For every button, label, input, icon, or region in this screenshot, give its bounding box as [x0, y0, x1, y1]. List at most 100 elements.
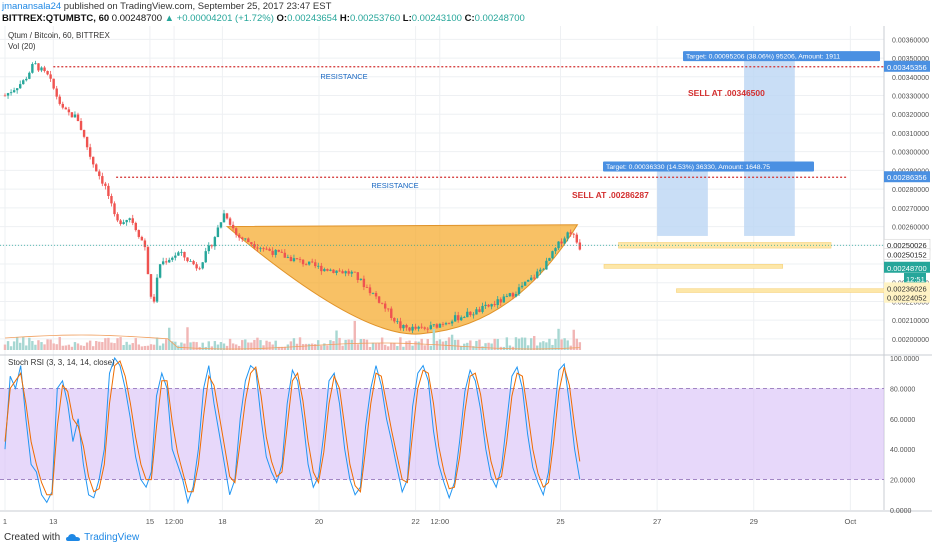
- candle-body: [210, 245, 214, 247]
- candle-body: [371, 292, 375, 294]
- price-label: 0.00236026: [887, 284, 927, 293]
- candle-body: [55, 88, 58, 97]
- trading-chart[interactable]: 100.0000 80.0000 60.0000 40.0000 20.0000 0.00…: [0, 26, 932, 530]
- candle-body: [408, 327, 411, 331]
- volume-bar: [64, 345, 68, 350]
- time-tick-label: 13: [49, 517, 57, 526]
- candle-body: [280, 251, 283, 253]
- volume-bar: [301, 344, 305, 350]
- candle-body: [9, 92, 13, 94]
- volume-bar: [383, 344, 387, 350]
- resistance-label-1: RESISTANCE: [320, 72, 367, 81]
- volume-bar: [25, 345, 28, 350]
- candle-body: [244, 238, 247, 240]
- volume-bar: [572, 329, 575, 350]
- volume-bar: [225, 345, 229, 350]
- candle-body: [490, 304, 493, 307]
- stoch-rsi-pane: 100.0000 80.0000 60.0000 40.0000 20.0000 0.00…: [0, 356, 919, 515]
- candle-body: [314, 262, 317, 267]
- volume-bar: [107, 337, 110, 350]
- volume-bar: [265, 340, 268, 350]
- volume-bar: [289, 341, 293, 350]
- volume-bar: [122, 344, 125, 350]
- volume-bar: [6, 341, 10, 350]
- candle-body: [347, 271, 350, 274]
- price-tick-label: 0.00350000: [892, 56, 929, 63]
- volume-bar: [399, 337, 402, 350]
- price-tick-label: 0.00330000: [892, 94, 929, 101]
- rsi-tick-label: 80.0000: [890, 386, 915, 393]
- price-tick-label: 0.00320000: [892, 112, 929, 119]
- candle-body: [396, 321, 399, 323]
- candle-body: [320, 265, 323, 272]
- candle-body: [411, 326, 414, 331]
- candle-body: [201, 262, 204, 269]
- volume-bar: [435, 340, 439, 350]
- volume-bar: [456, 339, 460, 350]
- volume-bar: [320, 345, 323, 350]
- volume-bar: [332, 341, 335, 350]
- volume-bar: [149, 344, 153, 350]
- time-tick-label: 25: [556, 517, 564, 526]
- price-label-box: [884, 282, 930, 294]
- price-tick-label: 0.00280000: [892, 187, 929, 194]
- candle-body: [286, 256, 290, 258]
- volume-bar: [539, 342, 542, 350]
- price-label: 12:51: [906, 275, 925, 284]
- candle-body: [469, 311, 472, 316]
- candle-body: [374, 292, 378, 297]
- candle-body: [250, 242, 253, 245]
- volume-bar: [429, 345, 433, 350]
- symbol-line: BITTREX:QTUMBTC, 60 0.00248700 ▲ +0.0000…: [2, 13, 525, 25]
- volume-bar: [447, 337, 451, 350]
- candle-body: [441, 323, 445, 325]
- candle-body: [116, 214, 119, 221]
- candle-body: [496, 299, 499, 306]
- candle-body: [353, 271, 356, 273]
- volume-bar: [453, 339, 457, 350]
- candle-body: [551, 251, 554, 259]
- price-label-box: [884, 261, 930, 273]
- volume-bar: [101, 342, 104, 350]
- candle-body: [253, 244, 256, 248]
- candle-body: [472, 314, 475, 316]
- candle-body: [493, 304, 496, 306]
- volume-bar: [244, 339, 247, 350]
- volume-bar: [55, 344, 58, 350]
- volume-bar: [201, 342, 204, 350]
- candle-body: [73, 114, 77, 118]
- publish-line: jmanansala24 published on TradingView.co…: [2, 1, 331, 13]
- volume-bar: [341, 345, 344, 350]
- volume-bars: [3, 320, 582, 350]
- volume-bar: [402, 346, 405, 350]
- candle-body: [365, 287, 369, 288]
- volume-bar: [396, 346, 399, 350]
- candle-body: [502, 296, 506, 303]
- candle-body: [399, 321, 402, 329]
- volume-bar: [28, 337, 31, 350]
- volume-bar: [186, 327, 189, 350]
- candle-body: [569, 232, 572, 234]
- candle-body: [143, 240, 147, 248]
- tradingview-logo[interactable]: TradingView: [66, 532, 139, 543]
- author-link[interactable]: jmanansala24: [2, 1, 62, 12]
- low-label: L:: [402, 13, 412, 24]
- candle-body: [453, 315, 457, 322]
- candle-body: [326, 269, 329, 271]
- volume-bar: [374, 343, 378, 350]
- chart-title: Qtum / Bitcoin, 60, BITTREX: [8, 31, 110, 40]
- candle-body: [180, 251, 183, 253]
- sell-label-1: SELL AT .00346500: [688, 88, 765, 98]
- footer: Created with TradingView: [4, 532, 139, 543]
- volume-bar: [441, 341, 445, 350]
- candle-body: [256, 247, 259, 249]
- volume-bar: [104, 338, 107, 350]
- candle-body: [241, 237, 244, 240]
- volume-bar: [82, 345, 86, 350]
- candle-body: [511, 293, 515, 297]
- volume-bar: [310, 343, 314, 350]
- candle-body: [456, 315, 460, 321]
- volume-bar: [514, 337, 518, 350]
- volume-bar: [253, 339, 256, 350]
- rsi-tick-label: 20.0000: [890, 478, 915, 485]
